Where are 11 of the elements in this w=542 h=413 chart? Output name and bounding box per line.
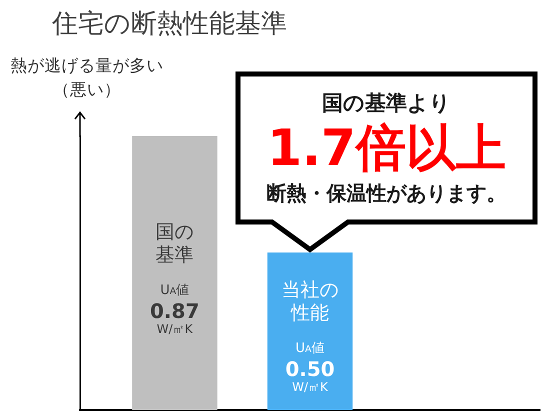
data-label: 0.50 — [285, 356, 335, 381]
annotation: 断熱・保温性があります。 — [266, 180, 506, 206]
chart-title: 住宅の断熱性能基準 — [52, 9, 287, 39]
data-label: 0.87 — [150, 298, 200, 322]
x-tick-label: 当社の性能 — [281, 278, 338, 325]
text: 国の基準より — [322, 90, 451, 116]
annotation: W/㎡K — [156, 322, 193, 336]
annotation: W/㎡K — [292, 380, 328, 394]
annotation: 1.7倍以上 — [267, 118, 506, 179]
y-axis-title: 熱が逃げる量が多い（悪い） — [10, 55, 164, 101]
x-tick-label: 国の基準 — [156, 220, 194, 266]
